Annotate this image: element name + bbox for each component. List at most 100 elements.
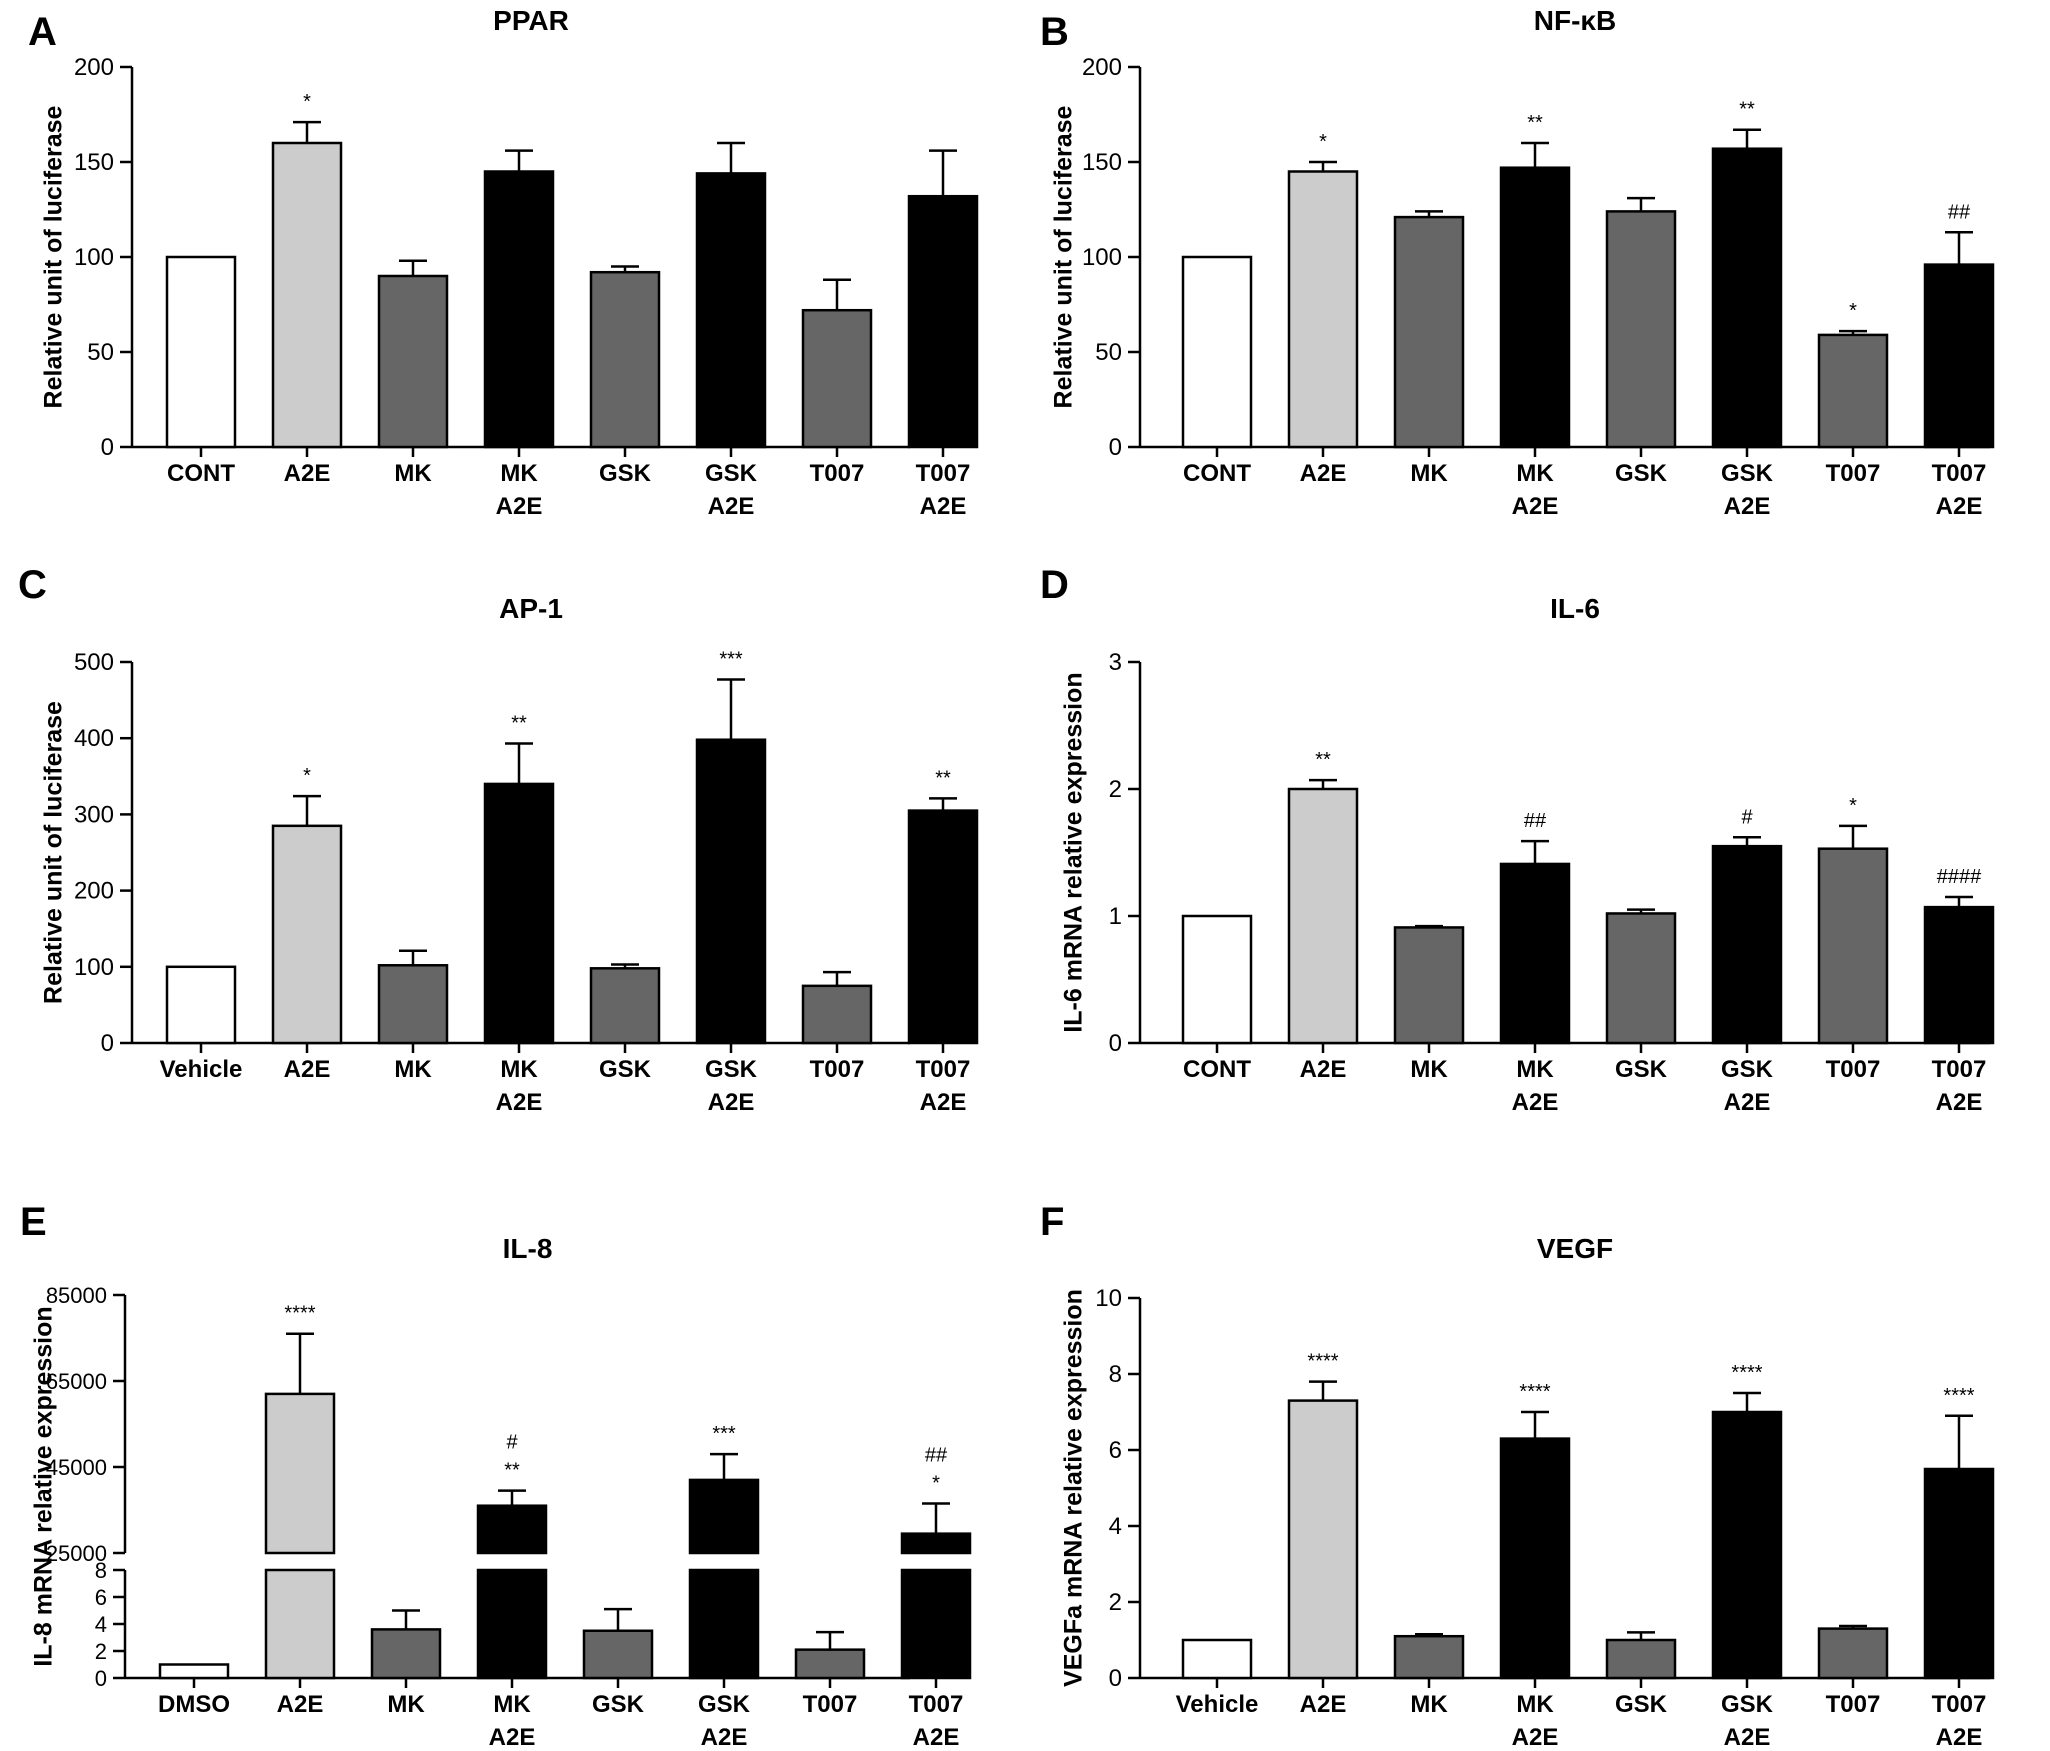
y-tick-label: 8 xyxy=(1109,1361,1122,1388)
bar xyxy=(794,1648,866,1680)
y-tick-label: 25000 xyxy=(46,1541,107,1566)
bar xyxy=(907,194,979,449)
significance-label: *** xyxy=(712,1423,736,1445)
y-tick-label: 100 xyxy=(1082,244,1122,271)
panel-f: F VEGF VEGFa mRNA relative expression 0 2 4 6 8… xyxy=(1040,1200,1995,1751)
bar xyxy=(1817,847,1889,1045)
bar-lower xyxy=(476,1568,548,1680)
x-tick-label: A2E xyxy=(1936,1724,1983,1751)
bar xyxy=(165,255,237,449)
y-axis-label: Relative unit of luciferase xyxy=(1050,105,1078,408)
x-tick-label: MK xyxy=(493,1691,531,1718)
bar-upper xyxy=(476,1504,548,1555)
x-tick-label: T007 xyxy=(1826,1691,1881,1718)
x-tick-label: A2E xyxy=(708,1089,755,1116)
significance-label: **** xyxy=(1519,1381,1550,1403)
y-tick-label: 50 xyxy=(87,339,114,366)
x-tick-label: T007 xyxy=(1932,1691,1987,1718)
bar xyxy=(695,738,767,1045)
x-tick-label: T007 xyxy=(916,460,971,487)
x-tick-label: MK xyxy=(500,1056,538,1083)
bar xyxy=(1393,1634,1465,1680)
significance-label: # xyxy=(1741,806,1753,828)
x-tick-label: A2E xyxy=(1724,493,1771,520)
y-tick-label: 400 xyxy=(74,725,114,752)
x-tick-label: A2E xyxy=(920,493,967,520)
bar xyxy=(582,1629,654,1680)
significance-label: * xyxy=(1849,300,1857,322)
y-tick-label: 0 xyxy=(101,1030,114,1057)
bar xyxy=(1817,333,1889,449)
x-tick-label: GSK xyxy=(1615,460,1668,487)
x-tick-label: GSK xyxy=(705,1056,758,1083)
y-tick-label: 65000 xyxy=(46,1369,107,1394)
bar xyxy=(1393,215,1465,449)
x-tick-label: A2E xyxy=(701,1724,748,1751)
x-tick-label: Vehicle xyxy=(160,1056,243,1083)
panel-letter: E xyxy=(20,1200,47,1244)
x-tick-label: GSK xyxy=(1721,1691,1774,1718)
bar xyxy=(695,172,767,449)
x-tick-label: A2E xyxy=(1300,1056,1347,1083)
panel-c: C AP-1 Relative unit of luciferase 0 100 200 3… xyxy=(18,563,979,1116)
significance-label: ## xyxy=(1948,201,1971,223)
x-tick-label: GSK xyxy=(599,1056,652,1083)
chart-title: NF-κB xyxy=(1534,5,1616,36)
x-tick-label: A2E xyxy=(920,1089,967,1116)
significance-label: * xyxy=(303,91,311,113)
panel-d: D IL-6 IL-6 mRNA relative expression 0 1 2 3 CO… xyxy=(1040,563,1995,1116)
y-tick-label: 6 xyxy=(1109,1437,1122,1464)
panel-letter: D xyxy=(1040,563,1069,607)
y-tick-label: 45000 xyxy=(46,1455,107,1480)
x-tick-label: A2E xyxy=(1512,1089,1559,1116)
significance-label: # xyxy=(506,1432,518,1454)
x-tick-label: GSK xyxy=(1615,1056,1668,1083)
panel-letter: B xyxy=(1040,10,1069,54)
significance-label: ** xyxy=(1315,749,1331,771)
bar xyxy=(1499,862,1571,1045)
bar xyxy=(1181,255,1253,449)
x-tick-label: GSK xyxy=(698,1691,751,1718)
x-tick-label: GSK xyxy=(1615,1691,1668,1718)
x-tick-label: A2E xyxy=(1936,1089,1983,1116)
y-tick-label: 3 xyxy=(1109,649,1122,676)
chart-title: IL-6 xyxy=(1550,593,1600,624)
y-tick-label: 0 xyxy=(1109,1665,1122,1692)
x-tick-label: T007 xyxy=(1932,1056,1987,1083)
significance-label: ** xyxy=(1739,99,1755,121)
significance-label: **** xyxy=(1943,1385,1974,1407)
y-tick-label: 300 xyxy=(74,801,114,828)
x-tick-label: A2E xyxy=(277,1691,324,1718)
y-tick-label: 200 xyxy=(74,878,114,905)
x-tick-label: A2E xyxy=(284,460,331,487)
x-tick-label: A2E xyxy=(1724,1089,1771,1116)
x-tick-label: T007 xyxy=(1932,460,1987,487)
y-tick-label: 2 xyxy=(1109,1589,1122,1616)
x-tick-label: A2E xyxy=(1300,460,1347,487)
y-tick-label: 85000 xyxy=(46,1283,107,1308)
bar xyxy=(483,170,555,449)
panel-letter: F xyxy=(1040,1200,1064,1244)
y-tick-label: 500 xyxy=(74,649,114,676)
x-tick-label: A2E xyxy=(708,493,755,520)
panel-a: A PPAR Relative unit of luciferase 0 50 100 15… xyxy=(28,5,979,520)
x-tick-label: A2E xyxy=(1512,1724,1559,1751)
significance-label: ** xyxy=(1527,112,1543,134)
significance-label: ** xyxy=(504,1460,520,1482)
x-tick-label: A2E xyxy=(1300,1691,1347,1718)
bar xyxy=(1393,926,1465,1045)
y-tick-label: 150 xyxy=(74,149,114,176)
x-tick-label: MK xyxy=(1410,1691,1448,1718)
bar xyxy=(1817,1627,1889,1680)
x-tick-label: GSK xyxy=(705,460,758,487)
chart-title: VEGF xyxy=(1537,1233,1613,1264)
y-axis-label: IL-6 mRNA relative expression xyxy=(1060,672,1088,1032)
bar-lower xyxy=(264,1568,336,1680)
bar xyxy=(370,1628,442,1680)
y-tick-label: 0 xyxy=(1109,1030,1122,1057)
x-tick-label: A2E xyxy=(489,1724,536,1751)
x-tick-label: T007 xyxy=(803,1691,858,1718)
x-tick-label: CONT xyxy=(167,460,235,487)
significance-label: #### xyxy=(1937,866,1982,888)
bar xyxy=(1181,914,1253,1045)
